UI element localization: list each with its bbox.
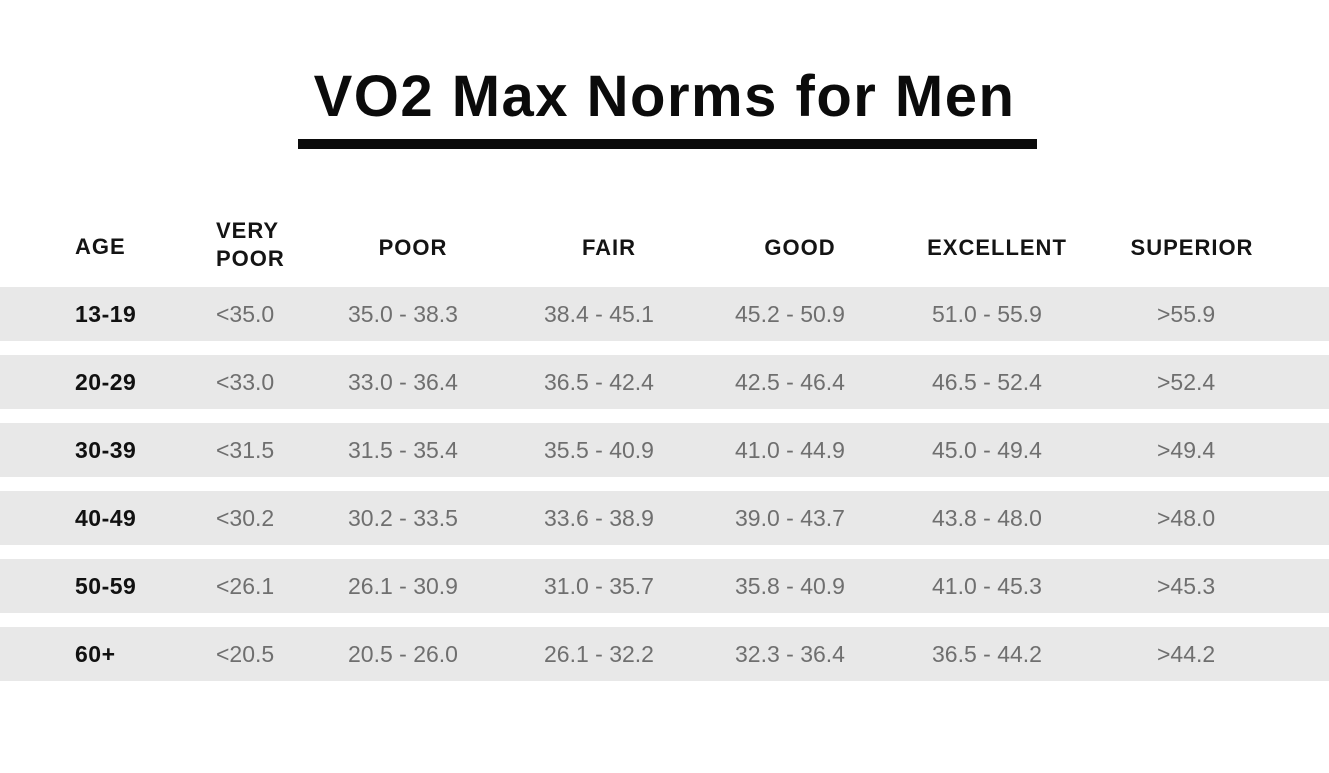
fair-cell: 26.1 - 32.2 [544,641,654,667]
very-poor-cell: <26.1 [216,573,275,599]
poor-cell: 31.5 - 35.4 [348,437,458,463]
superior-cell: >44.2 [1157,641,1216,667]
poor-cell: 35.0 - 38.3 [348,301,458,327]
poor-cell: 20.5 - 26.0 [348,641,458,667]
superior-cell: >49.4 [1157,437,1216,463]
superior-cell: >52.4 [1157,369,1216,395]
age-cell: 20-29 [75,369,137,395]
table-row: 13-19 <35.0 35.0 - 38.3 38.4 - 45.1 45.2… [0,287,1329,341]
good-cell: 32.3 - 36.4 [735,641,845,667]
header-very-poor-line1: VERY [216,218,280,243]
title-underline [298,139,1037,149]
poor-cell: 30.2 - 33.5 [348,505,458,531]
very-poor-cell: <35.0 [216,301,275,327]
excellent-cell: 36.5 - 44.2 [932,641,1042,667]
superior-cell: >45.3 [1157,573,1216,599]
table-row: 20-29 <33.0 33.0 - 36.4 36.5 - 42.4 42.5… [0,355,1329,409]
fair-cell: 36.5 - 42.4 [544,369,654,395]
good-cell: 41.0 - 44.9 [735,437,845,463]
header-fair: FAIR [581,235,637,260]
header-good: GOOD [764,235,836,260]
table-row: 50-59 <26.1 26.1 - 30.9 31.0 - 35.7 35.8… [0,559,1329,613]
very-poor-cell: <31.5 [216,437,275,463]
header-very-poor-line2: POOR [216,246,285,271]
fair-cell: 38.4 - 45.1 [544,301,654,327]
age-cell: 60+ [75,641,116,667]
fair-cell: 35.5 - 40.9 [544,437,654,463]
poor-cell: 26.1 - 30.9 [348,573,458,599]
very-poor-cell: <33.0 [216,369,275,395]
superior-cell: >48.0 [1157,505,1216,531]
header-age: AGE [75,234,126,259]
table-row: 30-39 <31.5 31.5 - 35.4 35.5 - 40.9 41.0… [0,423,1329,477]
fair-cell: 33.6 - 38.9 [544,505,654,531]
table-row: 40-49 <30.2 30.2 - 33.5 33.6 - 38.9 39.0… [0,491,1329,545]
header-very-poor: VERY POOR [216,217,285,273]
age-cell: 40-49 [75,505,137,531]
header-excellent: EXCELLENT [927,235,1067,260]
table-row: 60+ <20.5 20.5 - 26.0 26.1 - 32.2 32.3 -… [0,627,1329,681]
excellent-cell: 45.0 - 49.4 [932,437,1042,463]
header-superior: SUPERIOR [1130,235,1254,260]
age-cell: 50-59 [75,573,137,599]
page-title: VO2 Max Norms for Men [313,64,1016,129]
age-cell: 30-39 [75,437,137,463]
good-cell: 35.8 - 40.9 [735,573,845,599]
superior-cell: >55.9 [1157,301,1216,327]
age-cell: 13-19 [75,301,137,327]
excellent-cell: 43.8 - 48.0 [932,505,1042,531]
good-cell: 42.5 - 46.4 [735,369,845,395]
good-cell: 39.0 - 43.7 [735,505,845,531]
excellent-cell: 46.5 - 52.4 [932,369,1042,395]
excellent-cell: 51.0 - 55.9 [932,301,1042,327]
poor-cell: 33.0 - 36.4 [348,369,458,395]
very-poor-cell: <30.2 [216,505,275,531]
excellent-cell: 41.0 - 45.3 [932,573,1042,599]
very-poor-cell: <20.5 [216,641,275,667]
header-poor: POOR [378,235,448,260]
fair-cell: 31.0 - 35.7 [544,573,654,599]
good-cell: 45.2 - 50.9 [735,301,845,327]
